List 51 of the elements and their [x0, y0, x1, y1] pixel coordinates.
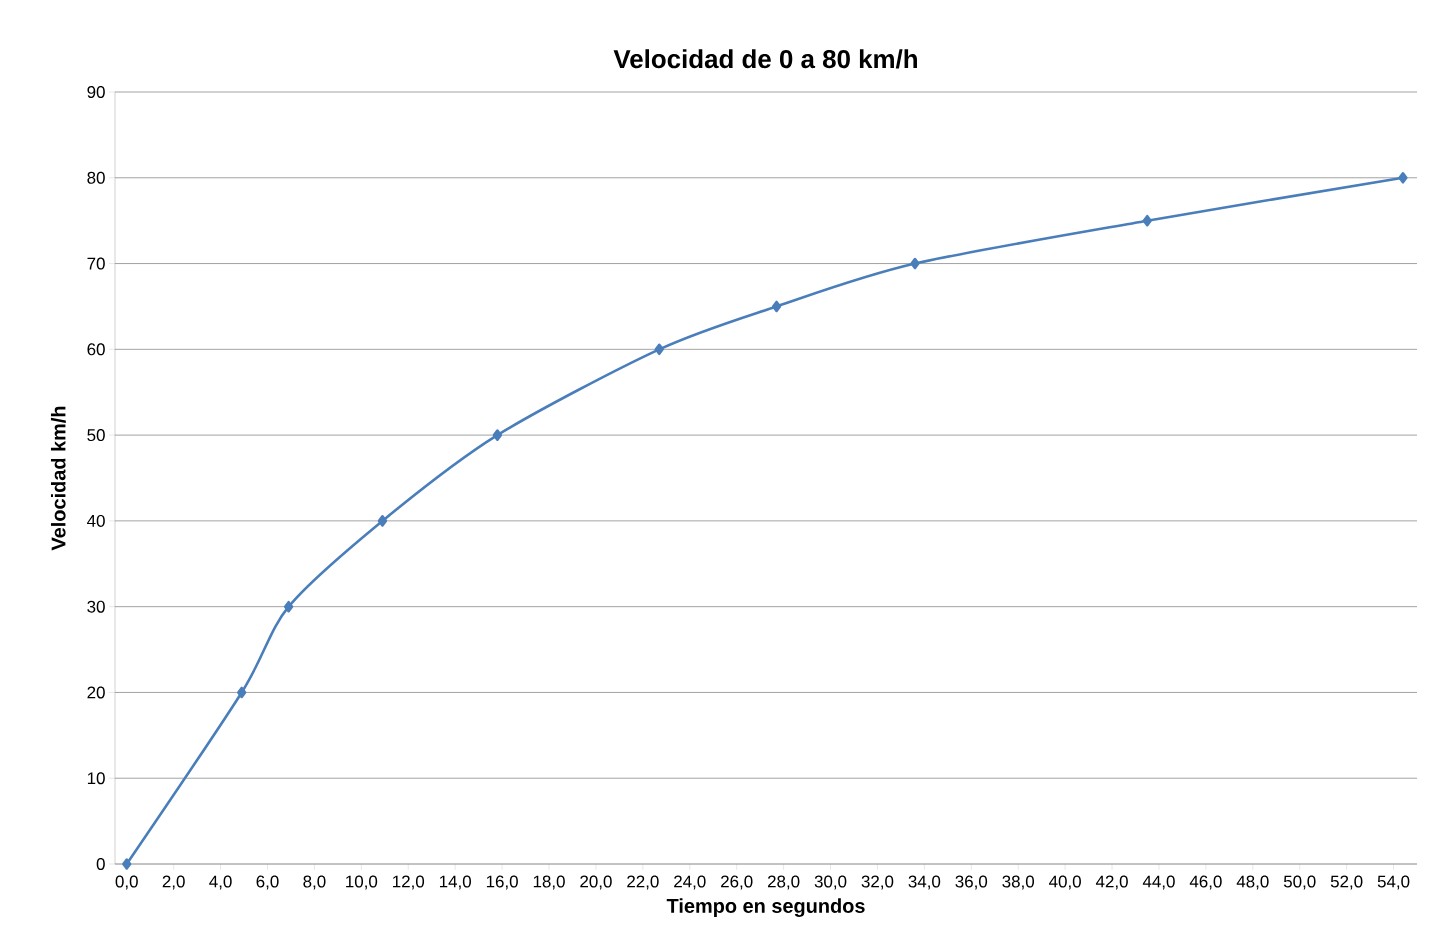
x-tick-label: 0,0 [115, 875, 138, 890]
x-tick-label: 54,0 [1377, 875, 1410, 890]
point [492, 429, 503, 441]
point [122, 858, 132, 870]
x-tick-label: 50,0 [1283, 875, 1316, 890]
point [654, 343, 664, 356]
point [237, 686, 247, 699]
x-tick-label: 52,0 [1330, 875, 1363, 890]
x-tick-label: 16,0 [486, 875, 518, 890]
x-tick-label: 12,0 [393, 875, 425, 890]
x-tick-label: 48,0 [1236, 875, 1269, 890]
y-tick-label: 90 [87, 85, 105, 98]
y-tick-label: 50 [87, 429, 105, 442]
point [1142, 214, 1152, 227]
x-tick-label: 8,0 [303, 875, 326, 890]
y-tick-label: 60 [87, 343, 105, 356]
x-tick-label: 10,0 [346, 875, 378, 890]
x-tick-label: 44,0 [1142, 875, 1175, 890]
y-tick-label: 10 [87, 772, 105, 785]
point [771, 300, 782, 313]
y-tick-label: 0 [96, 858, 105, 870]
y-tick-label: 40 [87, 514, 105, 527]
x-tick-label: 32,0 [861, 875, 894, 890]
x-tick-label: 30,0 [814, 875, 847, 890]
y-tick-label: 80 [87, 171, 105, 184]
x-tick-label: 40,0 [1049, 875, 1081, 890]
point [1398, 171, 1408, 184]
x-tick-label: 2,0 [162, 875, 185, 890]
x-tick-label: 34,0 [908, 875, 941, 890]
x-tick-label: 36,0 [955, 875, 988, 890]
x-tick-label: 42,0 [1095, 875, 1128, 890]
point [377, 515, 388, 527]
x-axis-title: Tiempo en segundos [666, 898, 865, 918]
x-tick-label: 4,0 [209, 875, 232, 890]
y-tick-label: 70 [87, 257, 105, 270]
x-tick-label: 18,0 [533, 875, 565, 890]
x-tick-label: 24,0 [674, 875, 706, 890]
y-tick-label: 30 [87, 600, 105, 613]
x-tick-label: 28,0 [767, 875, 800, 890]
x-tick-label: 20,0 [580, 875, 612, 890]
y-tick-label: 20 [87, 686, 105, 699]
point [283, 600, 294, 613]
x-tick-label: 46,0 [1189, 875, 1222, 890]
x-tick-label: 6,0 [256, 875, 279, 890]
point [910, 257, 920, 270]
x-tick-label: 14,0 [439, 875, 471, 890]
chart-title: Velocidad de 0 a 80 km/h [613, 49, 917, 69]
y-axis-title: Velocidad km/h [50, 406, 66, 551]
x-tick-label: 26,0 [721, 875, 753, 890]
x-tick-label: 38,0 [1002, 875, 1035, 890]
x-tick-label: 22,0 [627, 875, 659, 890]
